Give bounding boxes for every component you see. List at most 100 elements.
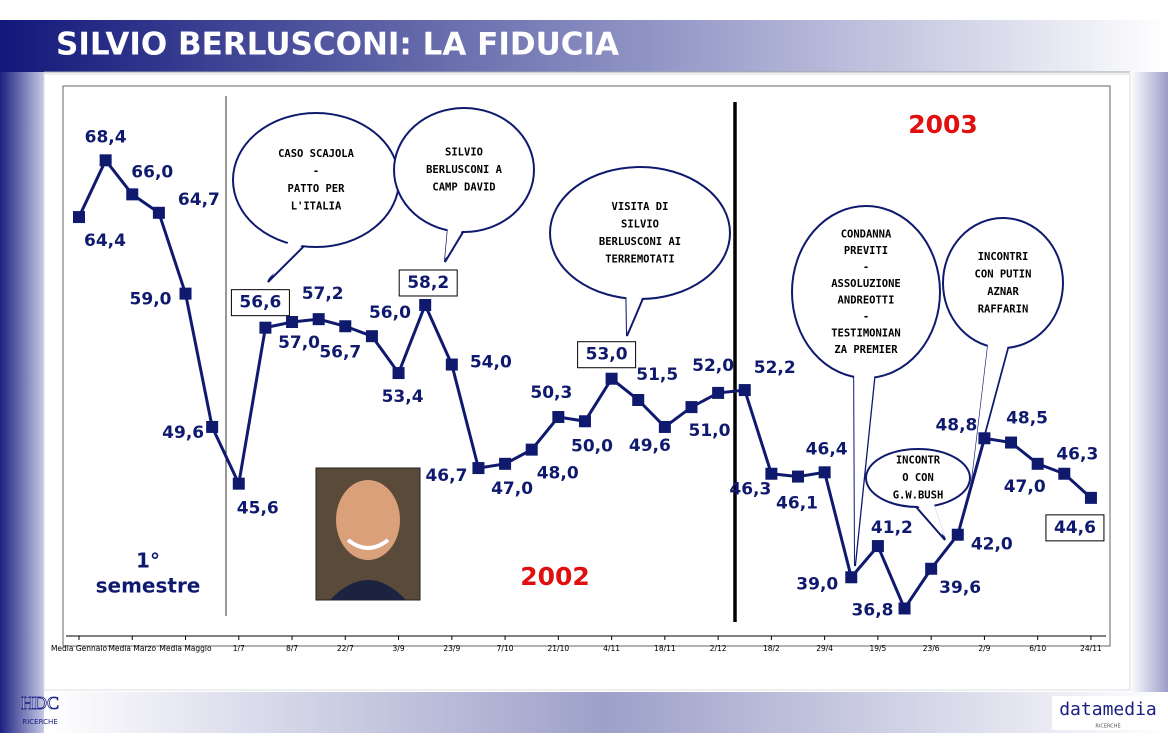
- x-tick-label: 24/11: [1080, 644, 1102, 653]
- point: [1031, 457, 1044, 470]
- callout-text: L'ITALIA: [291, 200, 342, 212]
- data-label: 49,6: [162, 423, 204, 443]
- data-label: 50,3: [530, 383, 572, 403]
- period-label: 1°: [136, 549, 160, 573]
- callout-text: -: [313, 165, 319, 177]
- callout-join: [445, 204, 478, 259]
- data-label: 54,0: [470, 353, 512, 373]
- x-tick-label: Media Marzo: [108, 644, 156, 653]
- data-label: 47,0: [1004, 477, 1046, 497]
- x-tick-label: 21/10: [548, 644, 570, 653]
- logo-box: [1052, 696, 1164, 730]
- point: [152, 206, 165, 219]
- callout-text: TESTIMONIAN: [831, 327, 901, 339]
- bottom-band: [44, 692, 1168, 733]
- logo-right-sub: RICERCHE: [1095, 724, 1120, 730]
- point: [445, 358, 458, 371]
- point: [365, 330, 378, 343]
- point: [845, 571, 858, 584]
- period-label: semestre: [96, 574, 201, 598]
- data-label: 49,6: [629, 436, 671, 456]
- x-tick-label: 23/6: [923, 644, 940, 653]
- callout-text: BERLUSCONI A: [426, 164, 503, 176]
- point: [312, 313, 325, 326]
- logo-right: datamedia: [1059, 699, 1157, 720]
- callout-text: CON PUTIN: [975, 268, 1032, 280]
- data-label: 39,6: [939, 578, 981, 598]
- point: [472, 462, 485, 475]
- x-tick-label: 2/9: [978, 644, 990, 653]
- callout-text: G.W.BUSH: [893, 490, 944, 502]
- data-label: 46,1: [776, 494, 818, 514]
- data-label: 48,8: [935, 415, 977, 435]
- callout: [393, 107, 535, 233]
- callout-text: -: [863, 311, 869, 323]
- data-label: 57,0: [278, 333, 320, 353]
- callout-text: INCONTR: [896, 455, 941, 467]
- x-tick-label: 29/4: [816, 644, 833, 653]
- data-label: 44,6: [1054, 518, 1096, 538]
- callout-text: PATTO PER: [288, 183, 346, 195]
- point: [552, 411, 565, 424]
- point: [179, 287, 192, 300]
- point: [1084, 491, 1097, 504]
- x-tick-label: Media Gennaio: [51, 644, 108, 653]
- right-band: [1130, 72, 1168, 692]
- data-label: 68,4: [85, 127, 127, 147]
- callout-text: SILVIO: [445, 147, 483, 159]
- data-label: 47,0: [491, 479, 533, 499]
- data-label: 53,4: [382, 387, 424, 407]
- point: [871, 540, 884, 553]
- x-tick-label: 6/10: [1029, 644, 1046, 653]
- point: [578, 415, 591, 428]
- point: [1005, 436, 1018, 449]
- label-box: [1045, 514, 1105, 542]
- point: [419, 298, 432, 311]
- point: [605, 372, 618, 385]
- data-label: 56,6: [239, 293, 281, 313]
- callout-text: ASSOLUZIONE: [831, 278, 901, 290]
- x-tick-label: 18/2: [763, 644, 780, 653]
- x-tick-label: 18/11: [654, 644, 676, 653]
- data-label: 46,3: [729, 480, 771, 500]
- callout-text: BERLUSCONI AI: [599, 236, 681, 248]
- data-label: 41,2: [871, 518, 913, 538]
- data-label: 52,2: [754, 358, 796, 378]
- point: [951, 528, 964, 541]
- callout-join: [268, 217, 330, 279]
- point: [792, 470, 805, 483]
- callout-text: CONDANNA: [841, 228, 892, 240]
- point: [206, 420, 219, 433]
- x-tick-label: 23/9: [443, 644, 460, 653]
- point: [712, 386, 725, 399]
- point: [126, 188, 139, 201]
- x-tick-label: 19/5: [869, 644, 886, 653]
- data-label: 51,5: [636, 365, 678, 385]
- data-label: 50,0: [571, 436, 613, 456]
- callout-text: CASO SCAJOLA: [278, 148, 355, 160]
- point: [259, 321, 272, 334]
- data-label: 46,4: [806, 439, 848, 459]
- point: [499, 457, 512, 470]
- callout-join: [626, 269, 654, 333]
- logo-left: HDC: [21, 693, 59, 713]
- point: [738, 384, 751, 397]
- callout: [865, 448, 971, 508]
- x-tick-label: 22/7: [337, 644, 354, 653]
- logo-left-sub: RICERCHE: [22, 718, 57, 726]
- x-tick-label: 2/12: [710, 644, 727, 653]
- data-label: 64,7: [178, 190, 220, 210]
- point: [286, 316, 299, 328]
- x-tick-label: 4/11: [603, 644, 620, 653]
- callout-text: RAFFARIN: [978, 303, 1029, 315]
- year-label: 2003: [908, 110, 978, 139]
- callout-text: ANDREOTTI: [838, 294, 895, 306]
- x-tick-label: 3/9: [393, 644, 405, 653]
- callout-text: O CON: [902, 472, 934, 484]
- callout-text: SILVIO: [621, 218, 659, 230]
- data-label: 57,2: [302, 284, 344, 304]
- data-label: 48,0: [537, 464, 579, 484]
- point: [232, 477, 245, 490]
- data-label: 56,0: [369, 303, 411, 323]
- callout-text: VISITA DI: [612, 201, 669, 213]
